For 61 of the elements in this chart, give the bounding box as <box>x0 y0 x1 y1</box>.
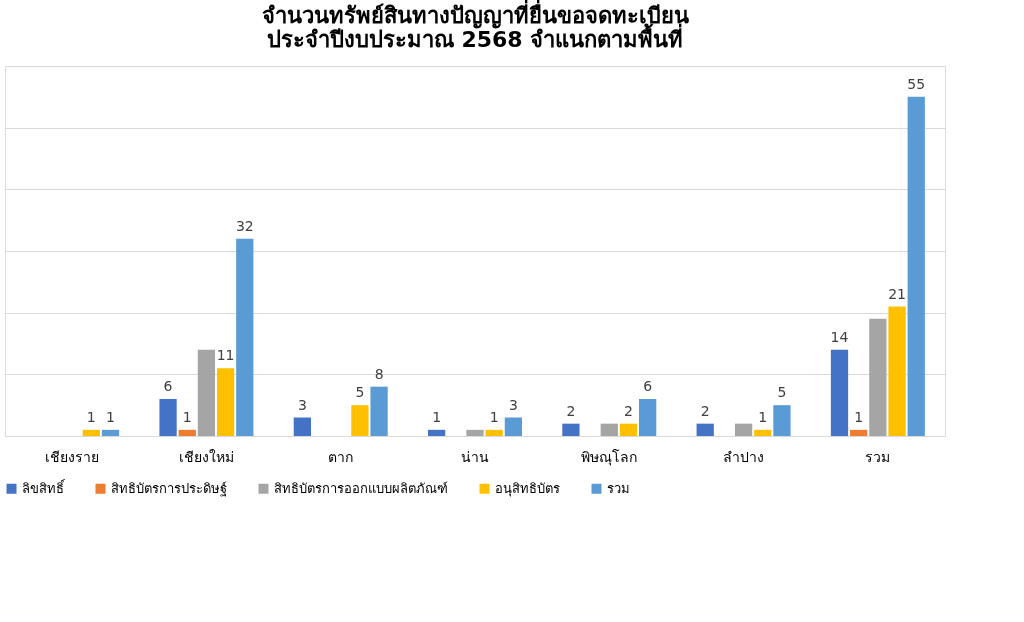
data-label: 2 <box>624 402 633 419</box>
bar <box>236 238 254 436</box>
bar <box>600 423 618 436</box>
data-label: 32 <box>235 217 254 234</box>
bar <box>351 405 369 436</box>
data-label: 1 <box>489 408 499 425</box>
bar <box>485 429 503 436</box>
data-label: 21 <box>888 285 906 302</box>
legend-label: รวม <box>607 480 630 496</box>
bar <box>428 429 446 436</box>
bar <box>159 399 177 436</box>
bar <box>197 349 216 436</box>
bar <box>293 417 311 436</box>
data-label: 1 <box>758 408 768 425</box>
bar <box>466 429 484 436</box>
x-tick-label: รวม <box>865 448 891 465</box>
data-label: 5 <box>355 384 365 401</box>
bar <box>907 96 925 436</box>
data-label: 55 <box>907 75 926 92</box>
bar <box>754 429 772 436</box>
data-label: 14 <box>830 328 849 345</box>
data-label: 3 <box>508 396 518 413</box>
x-tick-label: ลำปาง <box>723 448 765 465</box>
bar <box>504 417 522 436</box>
data-label: 1 <box>854 408 864 425</box>
bar <box>888 306 906 436</box>
bar <box>830 349 849 436</box>
bar <box>216 368 235 436</box>
bar <box>562 423 580 436</box>
bar <box>773 405 791 436</box>
data-label: 3 <box>297 396 307 413</box>
bar <box>619 423 638 436</box>
data-label: 2 <box>566 402 576 419</box>
data-label: 6 <box>643 378 653 394</box>
legend-label: ลิขสิทธิ์ <box>22 478 66 496</box>
data-label: 5 <box>777 384 787 401</box>
x-tick-label: เชียงใหม่ <box>178 448 234 465</box>
data-label: 1 <box>86 408 96 425</box>
x-tick-label: พิษณุโลก <box>581 448 638 466</box>
bar <box>101 429 120 436</box>
x-tick-label: เชียงราย <box>45 448 100 465</box>
data-label: 1 <box>432 408 442 425</box>
legend-label: สิทธิบัตรการประดิษฐ์ <box>111 480 227 497</box>
bar <box>370 386 388 436</box>
data-label: 6 <box>163 378 173 394</box>
data-label: 11 <box>216 347 235 364</box>
legend-label: อนุสิทธิบัตร <box>495 480 560 497</box>
data-label: 8 <box>374 365 384 382</box>
x-tick-label: น่าน <box>461 448 489 465</box>
bar <box>850 429 868 436</box>
bar <box>178 429 196 436</box>
x-tick-label: ตาก <box>328 448 354 465</box>
bar <box>696 423 714 436</box>
legend-label: สิทธิบัตรการออกแบบผลิตภัณฑ์ <box>274 480 448 496</box>
data-label: 1 <box>106 408 115 425</box>
bar <box>82 429 100 436</box>
bar <box>734 423 753 436</box>
data-label: 1 <box>182 408 192 425</box>
bar <box>639 399 657 436</box>
data-label: 2 <box>700 402 710 419</box>
bar <box>869 318 887 436</box>
